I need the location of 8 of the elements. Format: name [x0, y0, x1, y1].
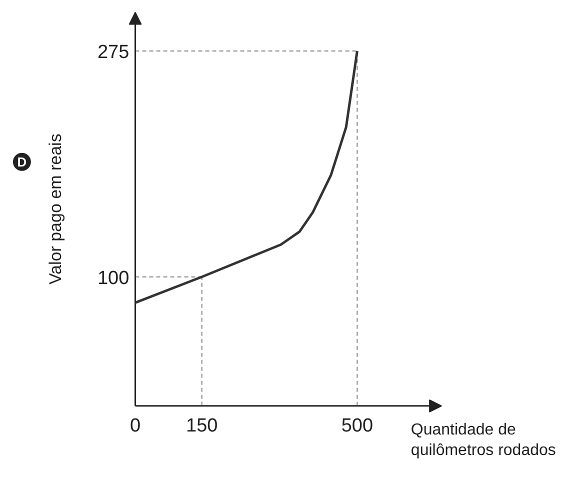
x-tick-label: 500: [341, 416, 374, 437]
y-tick-label: 100: [97, 268, 130, 289]
x-tick-label: 150: [186, 416, 218, 437]
x-tick-label: 0: [130, 416, 141, 437]
y-axis-title: Valor pago em reais: [46, 134, 66, 285]
text: D: [17, 154, 27, 170]
x-axis-title: Quantidade de quilômetros rodados: [410, 422, 556, 460]
y-tick-label: 275: [97, 42, 130, 64]
